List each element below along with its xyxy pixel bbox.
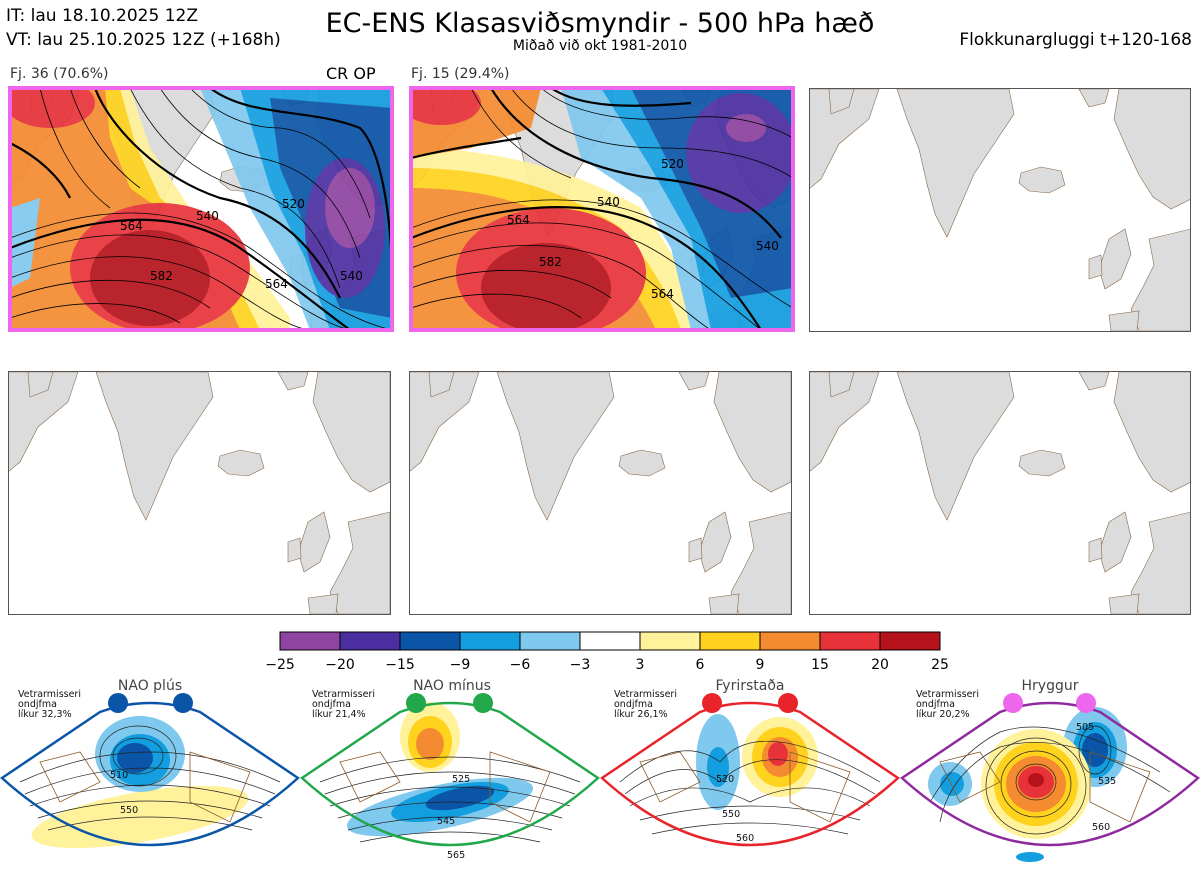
contour-label: 560: [736, 833, 754, 844]
regime-note: ondjfma: [312, 699, 351, 710]
regime-probability: líkur 21,4%: [312, 709, 366, 720]
contour-label: 565: [447, 850, 465, 861]
regime-title: Hryggur: [1022, 678, 1079, 694]
regime-probability: líkur 20,2%: [916, 709, 970, 720]
regime-note: Vetrarmisseri: [312, 689, 375, 700]
contour-label: 550: [722, 809, 740, 820]
contour-label: 525: [452, 774, 470, 785]
contour-label: 560: [1092, 822, 1110, 833]
colorbar-tick-label: −9: [450, 657, 471, 673]
valid-time: VT: lau 25.10.2025 12Z (+168h): [6, 30, 281, 50]
colorbar-tick-label: 25: [931, 657, 949, 673]
page-subtitle: Miðað við okt 1981-2010: [512, 38, 688, 54]
regime-probability: líkur 26,1%: [614, 709, 668, 720]
colorbar-swatch: [699, 631, 761, 651]
regime-probability: líkur 32,3%: [18, 709, 72, 720]
page-title: EC-ENS Klasasviðsmyndir - 500 hPa hæð: [325, 8, 875, 39]
classification-window: Flokkunargluggi t+120-168: [959, 30, 1192, 50]
colorbar-tick-label: 15: [811, 657, 829, 673]
empty-map-5: [409, 371, 792, 615]
colorbar-tick-label: 20: [871, 657, 889, 673]
panel-1-tag: CR OP: [326, 64, 376, 83]
contour-label: 564: [120, 219, 143, 233]
contour-label: 535: [1098, 776, 1116, 787]
contour-label: 564: [265, 277, 288, 291]
contour-label: 505: [1076, 722, 1094, 733]
regime-note: Vetrarmisseri: [916, 689, 979, 700]
empty-map-6: [809, 371, 1191, 615]
colorbar-swatch: [819, 631, 881, 651]
contour-label: 540: [340, 269, 363, 283]
regime-note: Vetrarmisseri: [614, 689, 677, 700]
contour-label: 520: [282, 197, 305, 211]
contour-label: 510: [110, 770, 128, 781]
colorbar-tick-label: 3: [636, 657, 645, 673]
panel-1-label: Fj. 36 (70.6%): [10, 66, 109, 82]
regime-ridge: Hryggur Vetrarmisseri ondjfma líkur 20,2…: [900, 672, 1200, 871]
cluster-map-2: 540 564 582 520 540 564: [409, 86, 795, 332]
colorbar-tick-label: −25: [265, 657, 295, 673]
regime-nao-minus: NAO mínus Vetrarmisseri ondjfma líkur 21…: [300, 672, 600, 871]
empty-map-4: [8, 371, 391, 615]
colorbar-tick-label: −15: [385, 657, 415, 673]
contour-label: 540: [756, 239, 779, 253]
contour-label: 564: [651, 287, 674, 301]
init-time: IT: lau 18.10.2025 12Z: [6, 6, 198, 26]
colorbar: −25 −20 −15 −9 −6 −3 3 6 9 15 20 25: [260, 628, 960, 676]
contour-label: 550: [120, 805, 138, 816]
colorbar-swatch: [639, 631, 701, 651]
colorbar-swatch: [339, 631, 401, 651]
empty-map-3: [809, 88, 1191, 332]
contour-label: 520: [661, 157, 684, 171]
regime-note: ondjfma: [614, 699, 653, 710]
contour-label: 545: [437, 816, 455, 827]
contour-label: 582: [150, 269, 173, 283]
regime-note: ondjfma: [916, 699, 955, 710]
panel-2-label: Fj. 15 (29.4%): [411, 66, 510, 82]
cluster-map-1: 540 564 582 520 540 564: [8, 86, 394, 332]
colorbar-swatch: [759, 631, 821, 651]
regime-title: Fyrirstaða: [716, 678, 785, 694]
contour-label: 582: [539, 255, 562, 269]
colorbar-tick-label: 6: [696, 657, 705, 673]
regime-note: ondjfma: [18, 699, 57, 710]
colorbar-swatch: [579, 631, 641, 651]
colorbar-swatch: [879, 631, 941, 651]
regime-title: NAO plús: [118, 678, 182, 694]
contour-label: 564: [507, 213, 530, 227]
regime-nao-plus: NAO plús Vetrarmisseri ondjfma líkur 32,…: [0, 672, 300, 871]
contour-label: 540: [597, 195, 620, 209]
colorbar-swatch: [279, 631, 341, 651]
colorbar-swatch: [519, 631, 581, 651]
contour-label: 540: [196, 209, 219, 223]
colorbar-tick-label: −20: [325, 657, 355, 673]
colorbar-swatch: [459, 631, 521, 651]
regime-note: Vetrarmisseri: [18, 689, 81, 700]
colorbar-tick-label: 9: [756, 657, 765, 673]
colorbar-tick-label: −3: [570, 657, 591, 673]
contour-label: 520: [716, 774, 734, 785]
regime-title: NAO mínus: [413, 678, 491, 694]
colorbar-tick-label: −6: [510, 657, 531, 673]
colorbar-swatch: [399, 631, 461, 651]
regime-blocking: Fyrirstaða Vetrarmisseri ondjfma líkur 2…: [600, 672, 900, 871]
